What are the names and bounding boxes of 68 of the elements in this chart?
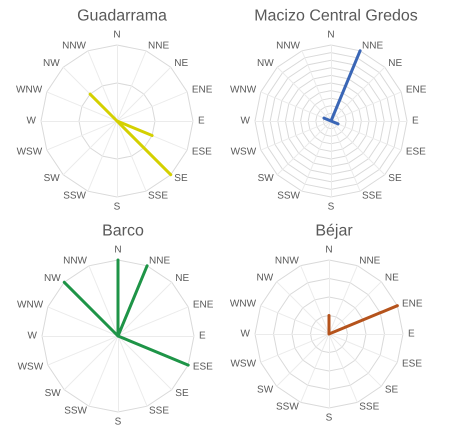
spoke-label: ENE [192,84,213,96]
spoke-label: E [198,116,205,126]
spoke-label: S [114,416,122,428]
spoke-label: E [412,116,419,126]
spoke-label: N [325,244,333,256]
spoke-label: WNW [230,84,257,96]
spoke-label: W [240,328,251,340]
spoke-label: N [114,244,122,256]
chart-title: Béjar [315,222,354,240]
spoke-label: E [408,328,415,340]
chart-title: Macizo Central Gredos [254,8,418,24]
spoke-label: NW [44,273,62,284]
spoke-label: W [28,330,38,342]
spoke-label: NE [388,58,402,70]
spoke-label: N [113,30,121,40]
spoke-label: SE [384,384,399,396]
chart-title: Barco [102,222,144,240]
spoke-label: SW [44,388,62,399]
spoke-label: NW [43,58,60,70]
spoke-label: SSW [64,405,88,416]
spoke-label: S [328,202,335,212]
spoke-label: NNW [274,256,300,267]
spoke-label: SSW [63,190,87,202]
spoke-label: NNW [276,40,301,52]
spoke-label: ESE [192,361,214,372]
spoke-label: WNW [17,300,44,311]
spoke-label: NNE [359,256,381,267]
spoke-label: NE [175,273,190,284]
spoke-label: SSE [359,401,380,412]
spoke-label: ESE [402,358,422,370]
spoke-label: NE [384,272,400,284]
spoke-label: W [240,116,251,126]
spoke-label: ENE [406,84,427,96]
spoke-label: S [326,412,333,424]
spoke-label: ESE [192,146,212,158]
spoke-label: WNW [230,298,257,310]
spoke-label: SW [44,172,60,184]
spoke-label: SE [175,388,189,399]
spoke-label: NNE [362,40,384,52]
spoke-label: ENE [192,300,214,311]
spoke-label: SE [174,172,188,184]
spoke-label: SSE [148,405,170,416]
chart-title: Guadarrama [77,8,168,24]
spoke-label: S [114,202,121,212]
spoke-label: SSE [362,190,382,202]
spoke-label: E [199,330,206,342]
spoke-label: NNE [148,256,170,267]
spoke-label: SSW [276,401,300,412]
spoke-label: SSW [277,190,301,202]
spoke-label: SSE [148,190,168,202]
spoke-label: WSW [230,358,257,370]
spoke-label: W [26,116,37,126]
spoke-label: N [327,30,335,40]
spoke-label: NNW [62,40,87,52]
spoke-label: ESE [406,146,426,158]
spoke-label: NW [257,58,274,70]
spoke-label: NNE [148,40,170,52]
spoke-label: NNW [63,256,88,267]
spoke-label: WSW [230,146,257,158]
spoke-label: WSW [16,146,43,158]
spoke-label: SW [258,172,274,184]
spoke-label: SW [257,384,274,396]
spoke-label: ENE [402,298,423,310]
spoke-label: NE [174,58,188,70]
spoke-label: NW [256,272,274,284]
spoke-label: WSW [18,361,44,372]
spoke-label: WNW [16,84,43,96]
spoke-label: SE [388,172,402,184]
